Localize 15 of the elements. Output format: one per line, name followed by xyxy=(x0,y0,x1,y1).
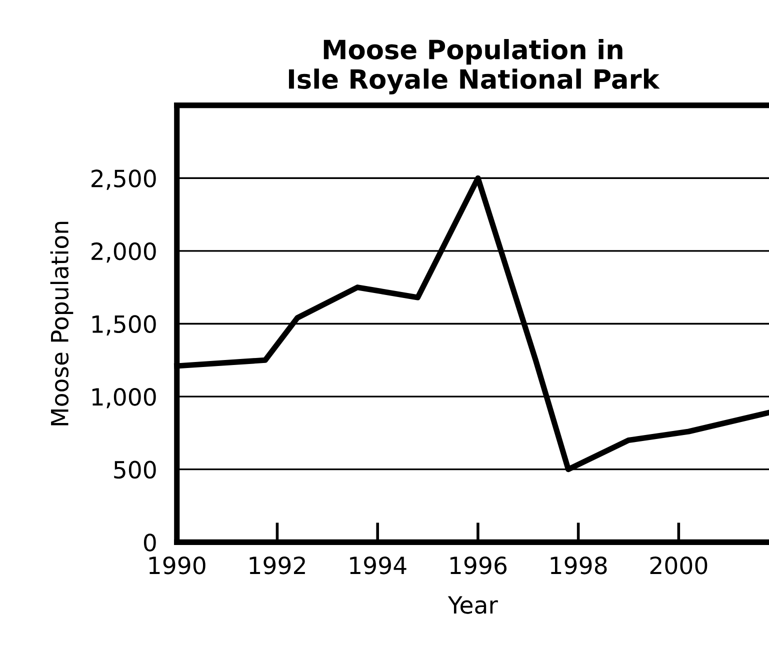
y-tick-label: 2,000 xyxy=(92,242,156,263)
x-axis-title: Year xyxy=(448,596,498,614)
x-tick-label: 1990 xyxy=(149,556,206,574)
chart-title: Moose Population in Isle Royale National Park xyxy=(288,39,660,94)
y-tick-label: 1,500 xyxy=(92,315,156,336)
y-tick-label: 1,000 xyxy=(92,388,156,408)
x-tick-label: 2000 xyxy=(650,556,708,574)
x-tick-label: 1998 xyxy=(550,556,607,574)
y-tick-label: 2,500 xyxy=(92,170,156,190)
y-tick-label: 0 xyxy=(144,534,156,552)
x-tick-label: 1994 xyxy=(350,556,406,574)
x-tick-label: 1992 xyxy=(250,556,305,574)
x-tick-label: 1996 xyxy=(450,556,507,574)
y-axis-title: Moose Population xyxy=(50,222,74,426)
y-tick-label: 500 xyxy=(114,460,156,479)
